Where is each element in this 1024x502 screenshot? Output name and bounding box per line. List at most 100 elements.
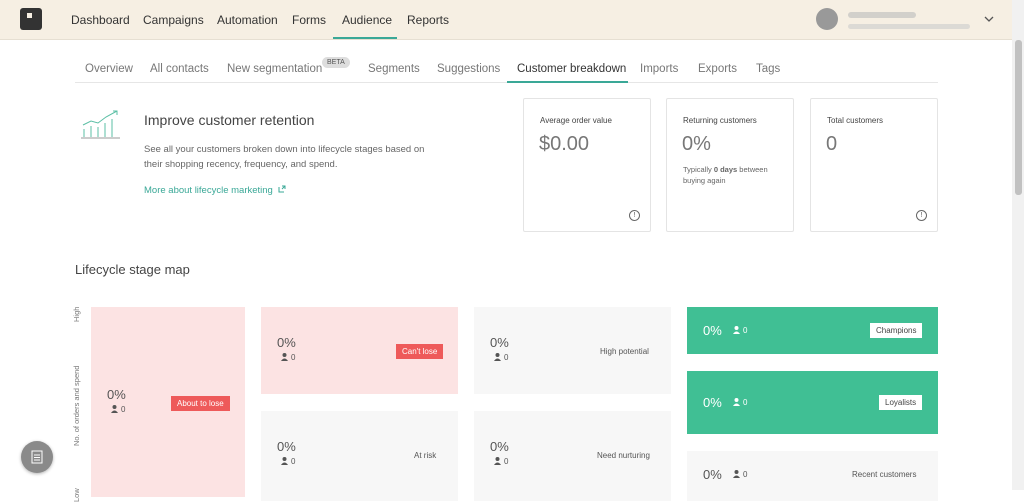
beta-badge: BETA	[322, 57, 350, 68]
stage-count: 0	[733, 398, 747, 407]
hero-title: Improve customer retention	[144, 112, 315, 128]
stage-count-value: 0	[504, 353, 509, 362]
note-text: between buying again	[683, 165, 768, 185]
stage-name: Champions	[870, 323, 923, 338]
account-chevron[interactable]	[984, 16, 994, 23]
stat-card: Total customers 0!	[810, 98, 938, 232]
nav-item[interactable]: Audience	[342, 13, 393, 27]
stage-tile[interactable]: 0% 0 Can't lose	[261, 307, 458, 394]
person-icon	[733, 326, 740, 334]
stage-name: About to lose	[171, 396, 230, 411]
logo[interactable]	[20, 8, 42, 30]
tab[interactable]: Tags	[756, 63, 781, 75]
tab[interactable]: Suggestions	[437, 63, 501, 75]
person-icon	[281, 457, 288, 465]
hero-description: See all your customers broken down into …	[144, 144, 425, 170]
person-icon	[733, 470, 740, 478]
logo-mark	[27, 13, 32, 18]
card-label: Total customers	[827, 116, 884, 125]
stage-count: 0	[111, 405, 125, 414]
person-icon	[494, 353, 501, 361]
stage-count: 0	[494, 353, 508, 362]
stage-tile[interactable]: 0% 0 Recent customers	[687, 451, 938, 501]
card-label: Average order value	[540, 116, 612, 125]
card-value: $0.00	[539, 133, 590, 155]
stat-card: Average order value $0.00!	[523, 98, 651, 232]
stage-tile[interactable]: 0% 0 Need nurturing	[474, 411, 671, 501]
person-icon	[281, 353, 288, 361]
blurred-user-email	[848, 24, 970, 29]
info-icon[interactable]: !	[629, 210, 640, 221]
stage-tile[interactable]: 0% 0 About to lose	[91, 307, 245, 497]
nav-item[interactable]: Reports	[407, 13, 450, 27]
tab[interactable]: Overview	[85, 63, 133, 75]
tab[interactable]: Segments	[368, 63, 420, 75]
stage-name: Need nurturing	[597, 451, 650, 460]
stage-percent: 0%	[703, 467, 722, 482]
external-icon	[278, 185, 286, 193]
nav-item[interactable]: Campaigns	[143, 13, 204, 27]
stage-count-value: 0	[121, 405, 126, 414]
stage-tile[interactable]: 0% 0 High potential	[474, 307, 671, 394]
axis-label: No. of orders and spend	[72, 365, 81, 446]
section-title: Lifecycle stage map	[75, 262, 190, 277]
tabs-divider	[75, 82, 938, 83]
hero-link[interactable]: More about lifecycle marketing	[144, 185, 286, 196]
hero-link-text[interactable]: More about lifecycle marketing	[144, 185, 273, 196]
stage-count-value: 0	[743, 398, 748, 407]
stat-card: Returning customers 0% Typically 0 days be…	[666, 98, 794, 232]
nav-item[interactable]: Dashboard	[71, 13, 130, 27]
help-icon	[31, 450, 43, 464]
stage-count: 0	[733, 326, 747, 335]
scrollbar-thumb[interactable]	[1015, 40, 1022, 195]
tab-active[interactable]: Customer breakdown	[517, 63, 627, 75]
card-value: 0	[826, 133, 838, 155]
person-icon	[111, 405, 118, 413]
stage-tile[interactable]: 0% 0 Loyalists	[687, 371, 938, 434]
card-value: 0%	[682, 133, 711, 155]
person-icon	[733, 398, 740, 406]
axis-high: High	[72, 306, 81, 322]
tab[interactable]: Exports	[698, 63, 737, 75]
axis-low: Low	[72, 488, 81, 502]
stage-percent: 0%	[490, 335, 509, 350]
stage-percent: 0%	[490, 439, 509, 454]
card-note: Typically 0 days between buying again	[683, 164, 783, 186]
stage-count: 0	[281, 457, 295, 466]
top-bar	[0, 0, 1012, 40]
stage-percent: 0%	[277, 439, 296, 454]
stage-count: 0	[733, 470, 747, 479]
person-icon	[494, 457, 501, 465]
stage-count: 0	[281, 353, 295, 362]
note-text: Typically	[683, 165, 714, 174]
stage-name: At risk	[414, 451, 437, 460]
tab[interactable]: New segmentation	[227, 63, 323, 75]
tab[interactable]: All contacts	[150, 63, 209, 75]
tab[interactable]: Imports	[640, 63, 679, 75]
stage-count-value: 0	[504, 457, 509, 466]
stage-count-value: 0	[743, 470, 748, 479]
card-label: Returning customers	[683, 116, 757, 125]
nav-active-underline	[333, 37, 397, 39]
info-icon[interactable]: !	[916, 210, 927, 221]
stage-percent: 0%	[703, 323, 722, 338]
nav-item[interactable]: Automation	[217, 13, 278, 27]
note-bold: 0 days	[713, 165, 738, 174]
avatar[interactable]	[816, 8, 838, 30]
stage-tile[interactable]: 0% 0 At risk	[261, 411, 458, 501]
stage-count-value: 0	[743, 326, 748, 335]
nav-item[interactable]: Forms	[292, 13, 326, 27]
stage-name: Recent customers	[852, 470, 917, 479]
stage-name: Can't lose	[396, 344, 444, 359]
stage-tile[interactable]: 0% 0 Champions	[687, 307, 938, 354]
tab-active-underline	[507, 81, 628, 83]
blurred-user-name	[848, 12, 916, 18]
stage-percent: 0%	[107, 387, 126, 402]
retention-icon	[81, 110, 120, 139]
stage-count: 0	[494, 457, 508, 466]
stage-percent: 0%	[703, 395, 722, 410]
stage-name: High potential	[600, 347, 649, 356]
stage-percent: 0%	[277, 335, 296, 350]
stage-name: Loyalists	[879, 395, 923, 410]
